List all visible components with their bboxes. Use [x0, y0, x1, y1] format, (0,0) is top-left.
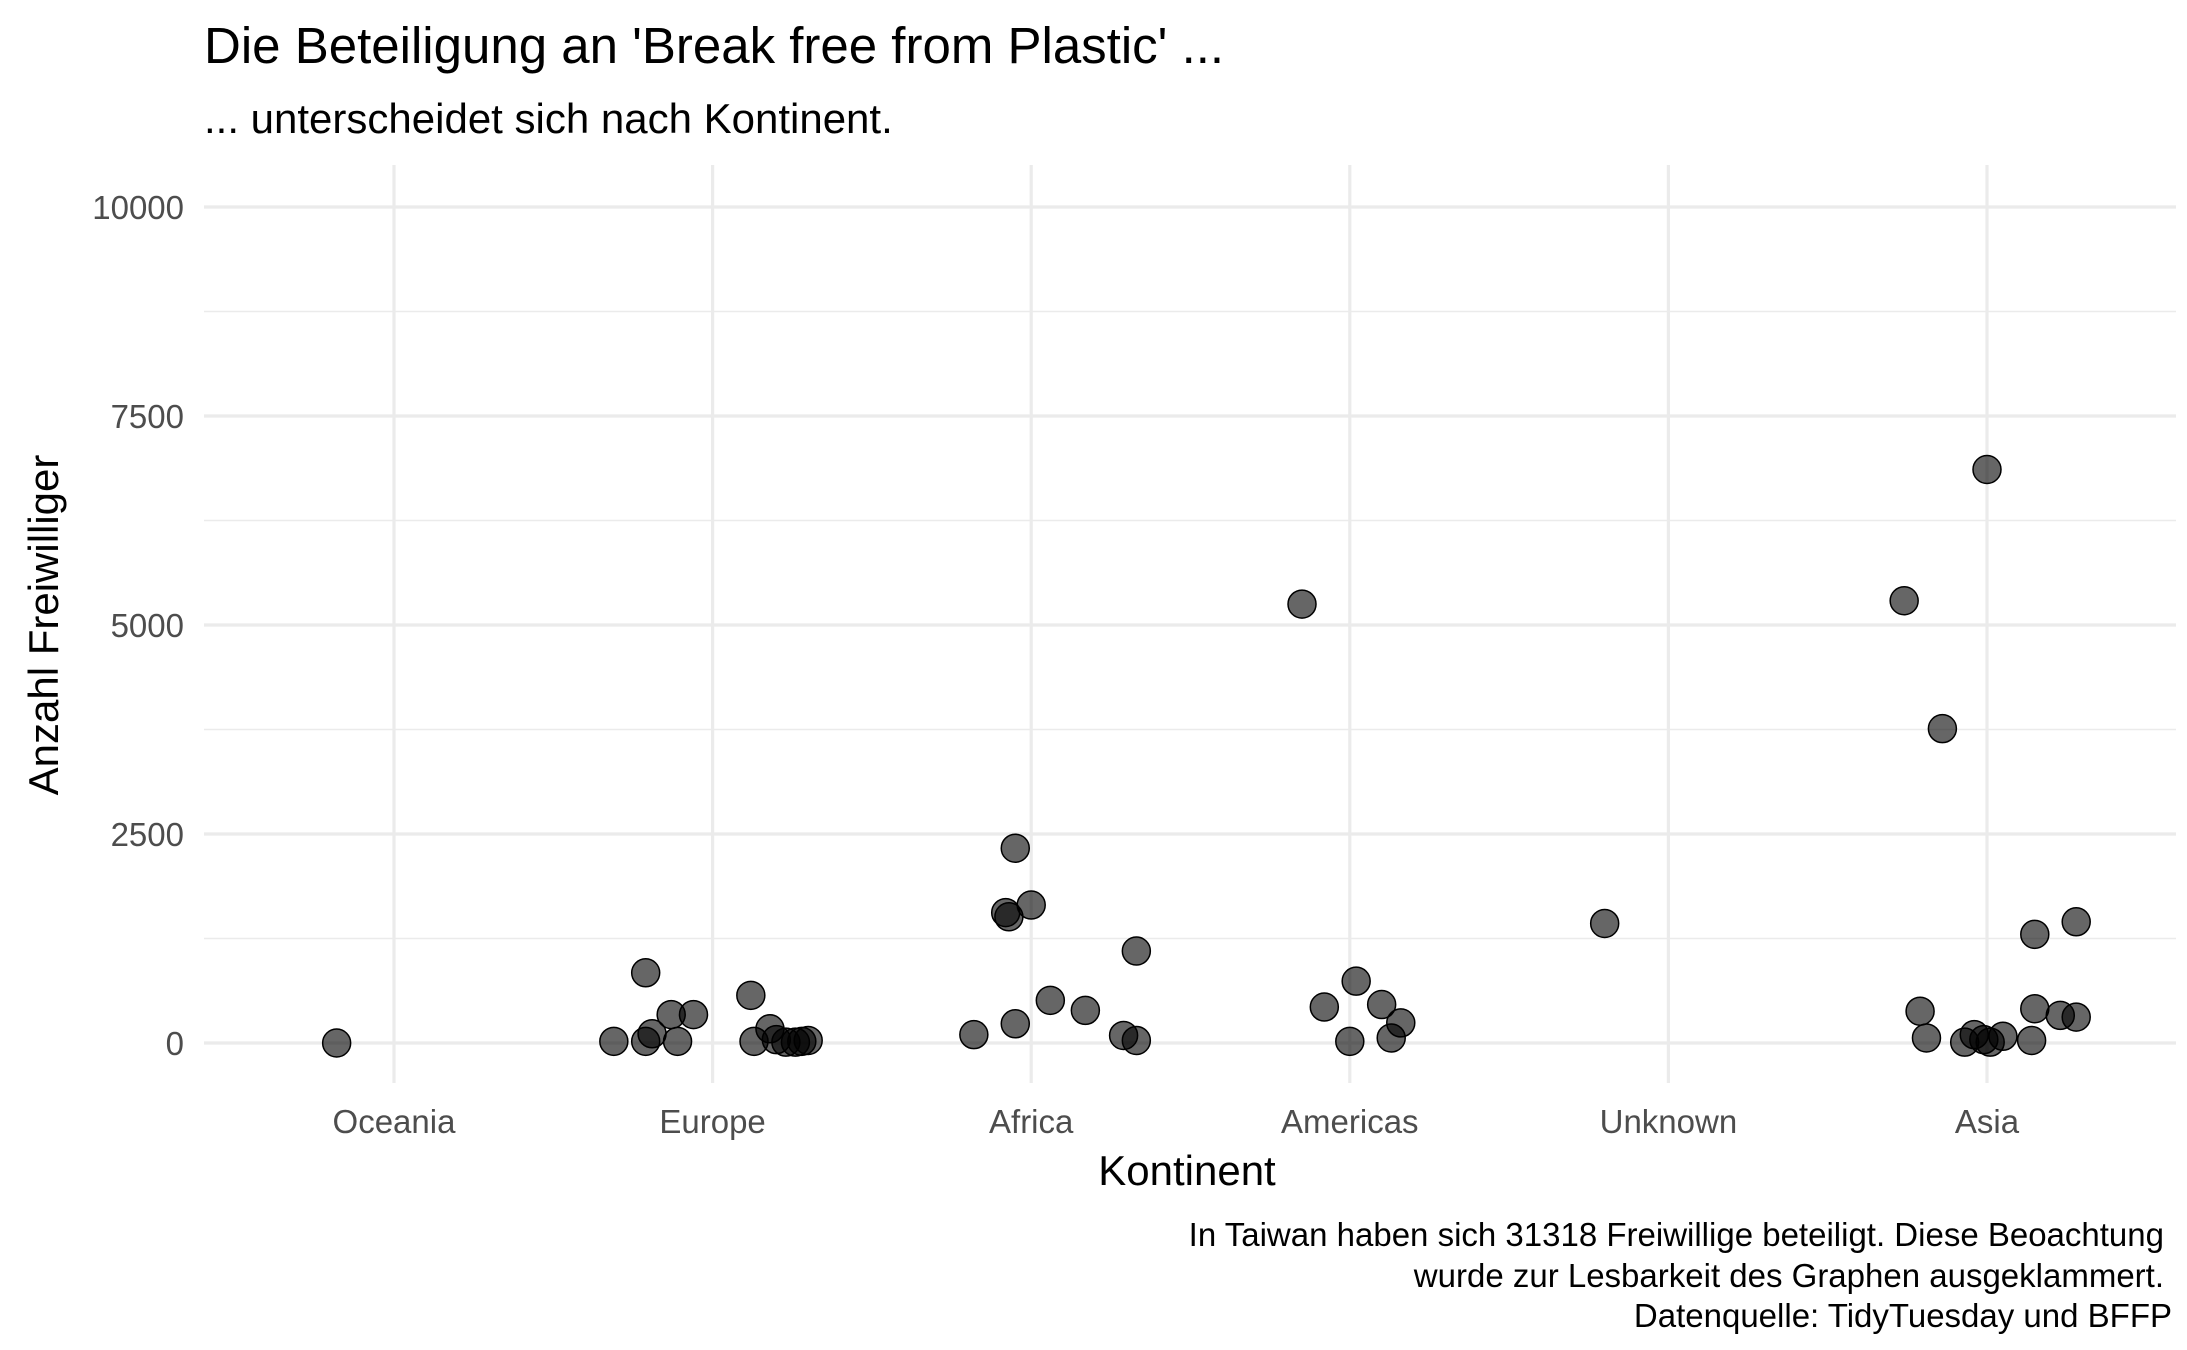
data-point [1121, 1025, 1152, 1056]
data-point [1000, 1009, 1031, 1039]
data-point [2061, 907, 2091, 937]
data-point [2020, 993, 2050, 1024]
data-point [736, 980, 766, 1011]
data-point [1889, 586, 1919, 616]
caption-line-1: In Taiwan haben sich 31318 Freiwillige b… [1189, 1216, 2164, 1253]
x-axis-title: Kontinent [1098, 1147, 1276, 1194]
data-point [599, 1026, 629, 1057]
data-point [1386, 1008, 1416, 1038]
data-point [1905, 996, 1935, 1026]
y-tick-label: 5000 [111, 607, 184, 644]
data-point [959, 1019, 989, 1050]
y-tick-label: 0 [166, 1025, 184, 1062]
data-point [1287, 589, 1317, 619]
x-tick-label: Europe [659, 1103, 765, 1140]
y-tick-label: 7500 [111, 398, 184, 435]
caption-line-2: wurde zur Lesbarkeit des Graphen ausgekl… [1413, 1257, 2164, 1294]
caption-line-3: Datenquelle: TidyTuesday und BFFP [1634, 1297, 2172, 1334]
y-axis-ticks: 0 2500 5000 7500 10000 [92, 189, 184, 1062]
y-axis-title: Anzahl Freiwilliger [20, 455, 67, 796]
data-point [2061, 1002, 2091, 1032]
data-point [1988, 1021, 2018, 1052]
data-point [2020, 919, 2050, 950]
x-tick-label: Americas [1281, 1103, 1419, 1140]
data-point [1035, 985, 1066, 1016]
data-point [1927, 713, 1958, 744]
data-point [2016, 1025, 2047, 1056]
data-point [1070, 995, 1101, 1026]
data-point [662, 1026, 693, 1057]
data-point [1366, 989, 1397, 1020]
chart-title: Die Beteiligung an 'Break free from Plas… [204, 17, 1224, 74]
y-tick-label: 2500 [111, 816, 184, 853]
data-point [678, 999, 709, 1030]
data-point [1589, 908, 1620, 939]
data-point [1309, 992, 1340, 1022]
data-point [1972, 454, 2002, 485]
chart-subtitle: ... unterscheidet sich nach Kontinent. [204, 95, 893, 142]
x-tick-label: Oceania [333, 1103, 457, 1140]
grid-lines [204, 165, 2176, 1083]
data-point [1000, 833, 1031, 863]
data-point [1016, 890, 1046, 920]
x-axis-ticks: Oceania Europe Africa Americas Unknown Asia [333, 1103, 2020, 1140]
data-point [1121, 936, 1152, 966]
x-tick-label: Asia [1955, 1103, 2020, 1140]
x-tick-label: Africa [989, 1103, 1074, 1140]
data-point [1335, 1026, 1365, 1057]
data-point [1341, 966, 1371, 996]
data-point [630, 958, 661, 988]
data-points [321, 454, 2091, 1058]
data-point [1911, 1023, 1942, 1053]
data-point [793, 1025, 823, 1056]
y-tick-label: 10000 [92, 189, 184, 226]
x-tick-label: Unknown [1600, 1103, 1738, 1140]
data-point [321, 1028, 352, 1058]
